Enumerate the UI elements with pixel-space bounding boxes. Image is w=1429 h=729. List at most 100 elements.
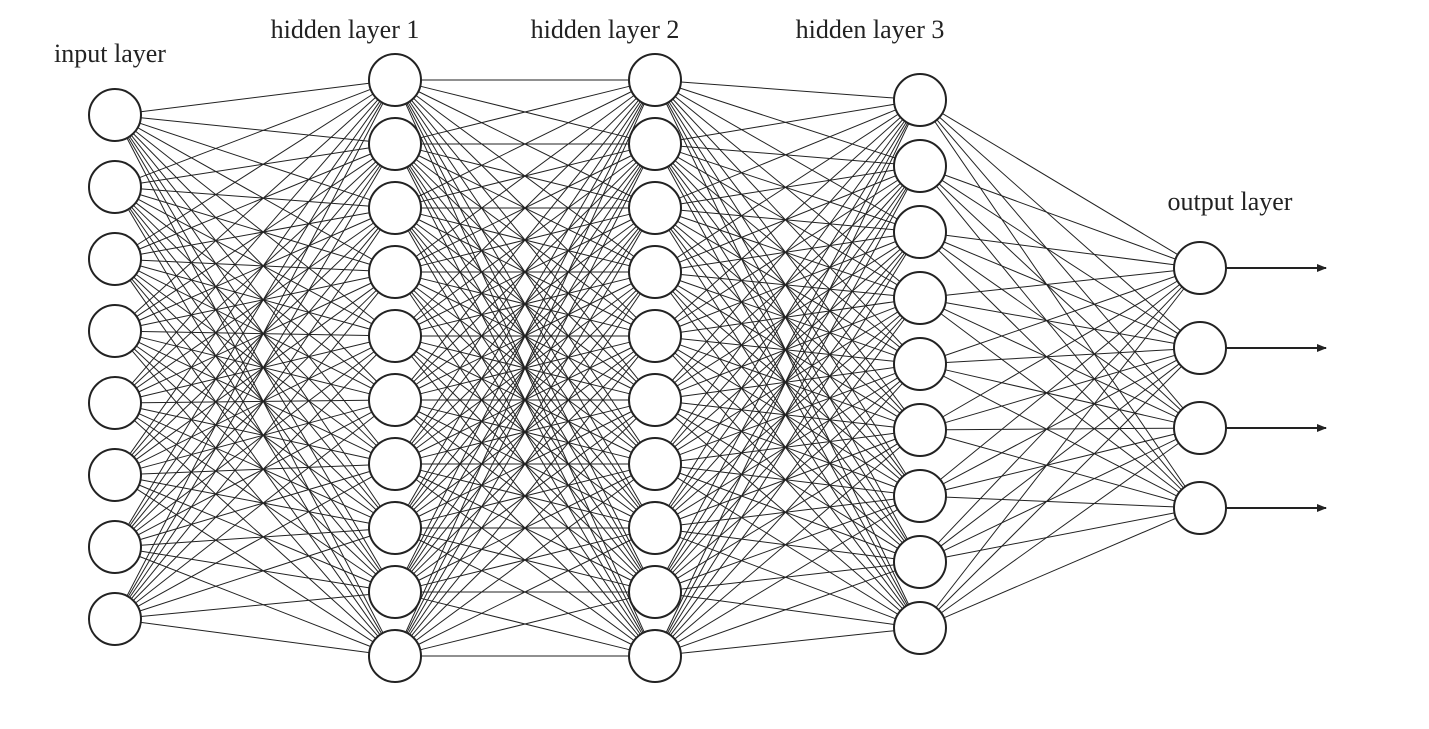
edge: [681, 236, 895, 268]
node-input-5: [89, 449, 141, 501]
edge: [681, 499, 894, 525]
edge: [681, 146, 894, 164]
node-hidden3-6: [894, 470, 946, 522]
edge: [679, 537, 895, 619]
node-hidden3-8: [894, 602, 946, 654]
node-hidden3-0: [894, 74, 946, 126]
edge: [680, 281, 896, 356]
edge: [677, 478, 898, 615]
edge: [128, 166, 382, 596]
edge: [140, 277, 369, 325]
edge: [138, 412, 372, 535]
node-hidden1-4: [369, 310, 421, 362]
edge: [943, 360, 1177, 484]
node-hidden2-1: [629, 118, 681, 170]
edge: [132, 207, 379, 508]
edge: [944, 439, 1177, 551]
node-input-3: [89, 305, 141, 357]
edge: [137, 158, 374, 316]
edge: [677, 414, 898, 549]
edge: [141, 530, 369, 545]
edge: [140, 266, 370, 329]
node-hidden1-0: [369, 54, 421, 106]
edge: [671, 101, 905, 410]
edge: [141, 551, 370, 588]
edge: [944, 175, 1175, 259]
node-hidden1-6: [369, 438, 421, 490]
node-hidden3-4: [894, 338, 946, 390]
edge: [945, 437, 1175, 501]
node-hidden1-8: [369, 566, 421, 618]
node-hidden3-3: [894, 272, 946, 324]
edge: [943, 281, 1178, 417]
node-output-1: [1174, 322, 1226, 374]
edge: [937, 120, 1183, 408]
edge: [137, 94, 373, 245]
edge: [141, 622, 369, 652]
edge: [666, 103, 908, 604]
node-hidden2-5: [629, 374, 681, 426]
edge: [134, 162, 376, 386]
edge: [681, 104, 895, 139]
edge: [677, 509, 897, 642]
node-output-0: [1174, 242, 1226, 294]
neural-network-diagram: input layer hidden layer 1 hidden layer 2 h…: [0, 0, 1429, 729]
edge: [139, 342, 372, 453]
edge: [673, 163, 903, 411]
node-input-0: [89, 89, 141, 141]
edge: [680, 345, 896, 422]
node-input-6: [89, 521, 141, 573]
edge: [673, 383, 903, 636]
edge: [127, 138, 383, 633]
node-hidden2-3: [629, 246, 681, 298]
node-hidden1-9: [369, 630, 421, 682]
edge: [946, 428, 1174, 430]
edge: [130, 165, 380, 525]
node-hidden1-1: [369, 118, 421, 170]
node-hidden2-0: [629, 54, 681, 106]
edge: [945, 434, 1174, 490]
edge: [141, 83, 369, 112]
label-hidden3: hidden layer 3: [796, 15, 945, 44]
edge: [141, 595, 369, 617]
edge: [681, 82, 894, 98]
label-hidden1: hidden layer 1: [271, 15, 420, 44]
edge: [671, 293, 905, 607]
node-input-1: [89, 161, 141, 213]
node-hidden3-7: [894, 536, 946, 588]
node-hidden2-7: [629, 502, 681, 554]
edge: [944, 309, 1177, 417]
edge: [941, 247, 1178, 413]
edge: [681, 403, 894, 427]
output-arrows: [1226, 268, 1326, 508]
edge: [681, 565, 894, 589]
edge: [935, 121, 1186, 486]
label-output: output layer: [1168, 187, 1293, 216]
edge: [946, 235, 1174, 264]
edge: [938, 287, 1182, 543]
node-hidden1-7: [369, 502, 421, 554]
edge: [140, 536, 371, 611]
edge: [940, 284, 1180, 479]
edge: [677, 444, 898, 579]
node-hidden3-1: [894, 140, 946, 192]
edge: [946, 350, 1174, 363]
node-hidden1-2: [369, 182, 421, 234]
node-output-2: [1174, 402, 1226, 454]
node-hidden1-3: [369, 246, 421, 298]
edge: [942, 180, 1178, 334]
node-hidden3-5: [894, 404, 946, 456]
edge: [673, 99, 903, 345]
edge: [680, 571, 896, 648]
edge: [677, 378, 898, 515]
node-hidden2-4: [629, 310, 681, 362]
edge: [681, 631, 894, 654]
edge: [681, 596, 894, 625]
edge: [138, 477, 373, 607]
label-input: input layer: [54, 39, 166, 68]
node-output-3: [1174, 482, 1226, 534]
edge: [943, 376, 1177, 496]
edge: [945, 355, 1175, 422]
label-hidden2: hidden layer 2: [531, 15, 680, 44]
node-hidden2-6: [629, 438, 681, 490]
